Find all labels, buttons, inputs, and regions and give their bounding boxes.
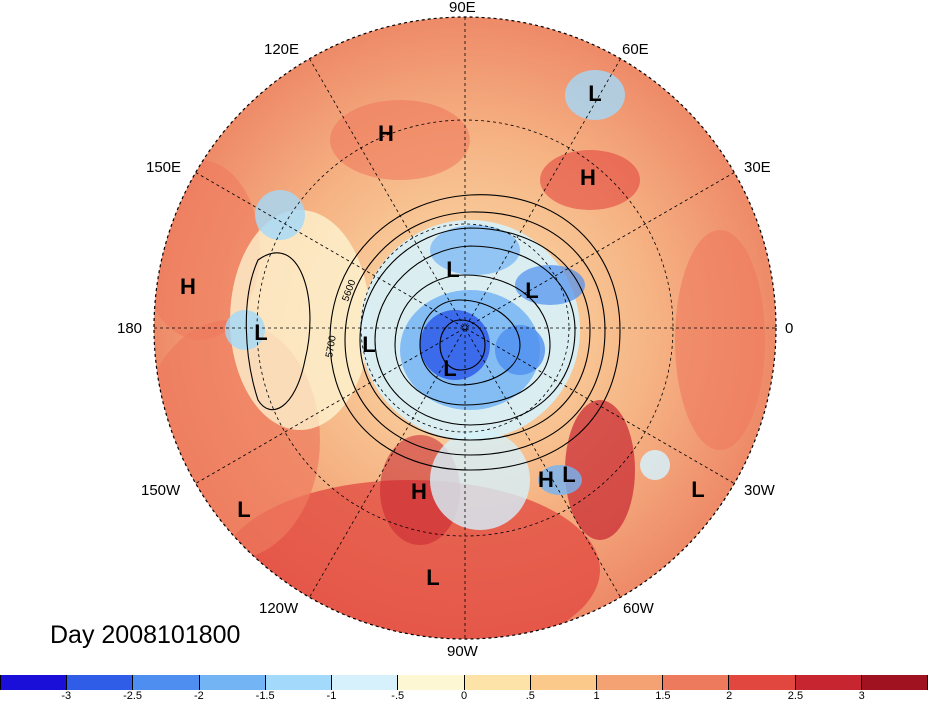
pressure-center-low: L [362,332,376,357]
pressure-center-high: H [538,467,554,492]
pressure-center-low: L [525,278,539,303]
lon-label-180: 180 [117,320,143,337]
lon-label-150w: 150W [141,482,181,499]
colorbar-swatch [133,675,200,690]
colorbar-tick-label: 1.5 [655,690,671,702]
pressure-center-low: L [562,462,576,487]
colorbar-swatch [530,675,597,690]
colorbar-swatch [663,675,730,690]
pressure-center-low: L [237,497,251,522]
colorbar-swatch [199,675,266,690]
lon-label-60e: 60E [622,41,649,58]
pressure-center-low: L [446,257,460,282]
pressure-center-high: H [580,165,596,190]
colorbar-tick-label: -1.5 [255,690,275,702]
lon-label-120w: 120W [259,600,299,617]
colorbar-swatch [332,675,399,690]
pressure-center-high: H [411,479,427,504]
lon-label-30w: 30W [744,482,775,499]
pressure-center-low: L [588,81,602,106]
colorbar-tick-label: -2 [193,690,204,702]
pressure-center-low: L [254,320,268,345]
contour-label-5700: 5700 [324,334,339,358]
colorbar-swatch [596,675,664,690]
day-label: Day 2008101800 [50,621,241,649]
colorbar-tick-label: 2 [726,690,733,702]
colorbar-swatch [861,675,928,690]
colorbar-swatch [0,675,68,690]
lon-label-150e: 150E [146,159,182,176]
colorbar-tick-label: -3 [61,690,72,702]
lon-label-90w: 90W [447,643,478,660]
lon-label-30e: 30E [744,159,771,176]
lon-label-0: 0 [785,320,794,337]
colorbar [0,675,928,690]
lon-label-90e: 90E [449,0,476,16]
colorbar-tick-label: -1 [326,690,337,702]
pressure-center-low: L [691,477,705,502]
colorbar-swatch [795,675,862,690]
colorbar-swatch [464,675,531,690]
pressure-center-high: H [378,121,394,146]
pressure-center-low: L [426,565,440,590]
pressure-center-high: H [180,274,196,299]
colorbar-tick-label: 2.5 [787,690,804,702]
pressure-center-low: L [443,356,457,381]
lon-label-120e: 120E [264,41,300,58]
lon-label-60w: 60W [623,600,654,617]
colorbar-tick-label: -2.5 [123,690,143,702]
graticule [154,17,776,639]
colorbar-tick-label: 1 [593,690,600,702]
colorbar-swatch [265,675,333,690]
colorbar-swatch [67,675,134,690]
colorbar-tick-label: 3 [858,690,865,702]
anomaly-field [154,17,776,639]
colorbar-tick-label: -.5 [391,690,405,702]
colorbar-swatch [729,675,796,690]
colorbar-tick-label: .5 [525,690,535,702]
colorbar-tick-label: 0 [460,690,468,702]
colorbar-swatch [398,675,465,690]
map-boundary [153,16,777,640]
